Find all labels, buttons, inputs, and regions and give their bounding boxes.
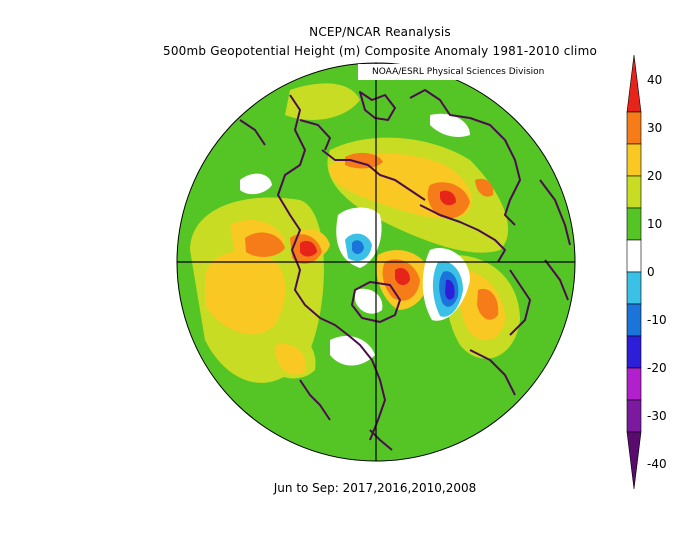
colorbar-tick-label: -40 bbox=[647, 457, 667, 471]
colorbar-segment bbox=[626, 239, 642, 273]
anomaly-region bbox=[275, 344, 306, 375]
credit-label: NOAA/ESRL Physical Sciences Division bbox=[358, 64, 576, 80]
colorbar-segment bbox=[626, 271, 642, 305]
anomaly-region bbox=[245, 232, 285, 257]
colorbar-tick-label: 10 bbox=[647, 217, 662, 231]
colorbar-tick-label: 30 bbox=[647, 121, 662, 135]
anomaly-region bbox=[445, 279, 455, 300]
anomaly-region bbox=[285, 83, 360, 120]
anomaly-region bbox=[345, 152, 383, 169]
anomaly-region bbox=[440, 190, 456, 206]
colorbar-segment bbox=[626, 175, 642, 209]
colorbar-segment bbox=[626, 431, 642, 490]
colorbar-tick-label: 0 bbox=[647, 265, 655, 279]
colorbar-segment bbox=[626, 54, 642, 113]
colorbar-tick-label: 20 bbox=[647, 169, 662, 183]
colorbar-segment bbox=[626, 367, 642, 401]
anomaly-region bbox=[205, 251, 286, 335]
map-boundary bbox=[176, 62, 576, 462]
date-range-caption: Jun to Sep: 2017,2016,2010,2008 bbox=[273, 481, 477, 495]
colorbar-tick-label: -10 bbox=[647, 313, 667, 327]
anomaly-region bbox=[330, 335, 375, 366]
anomaly-region bbox=[430, 113, 470, 137]
colorbar-segment bbox=[626, 111, 642, 145]
anomaly-region bbox=[240, 173, 272, 195]
anomaly-region bbox=[352, 240, 364, 254]
chart-title: NCEP/NCAR Reanalysis bbox=[309, 25, 451, 39]
colorbar-segment bbox=[626, 335, 642, 369]
anomaly-region bbox=[477, 288, 499, 320]
colorbar-tick-label: -30 bbox=[647, 409, 667, 423]
anomaly-region bbox=[300, 240, 317, 257]
colorbar-segment bbox=[626, 303, 642, 337]
colorbar-segment bbox=[626, 207, 642, 241]
anomaly-region bbox=[395, 268, 410, 286]
anomaly-region bbox=[475, 178, 494, 197]
chart-subtitle: 500mb Geopotential Height (m) Composite … bbox=[162, 44, 598, 58]
colorbar-tick-label: -20 bbox=[647, 361, 667, 375]
colorbar-segment bbox=[626, 143, 642, 177]
colorbar-tick-label: 40 bbox=[647, 73, 662, 87]
colorbar-segment bbox=[626, 399, 642, 433]
